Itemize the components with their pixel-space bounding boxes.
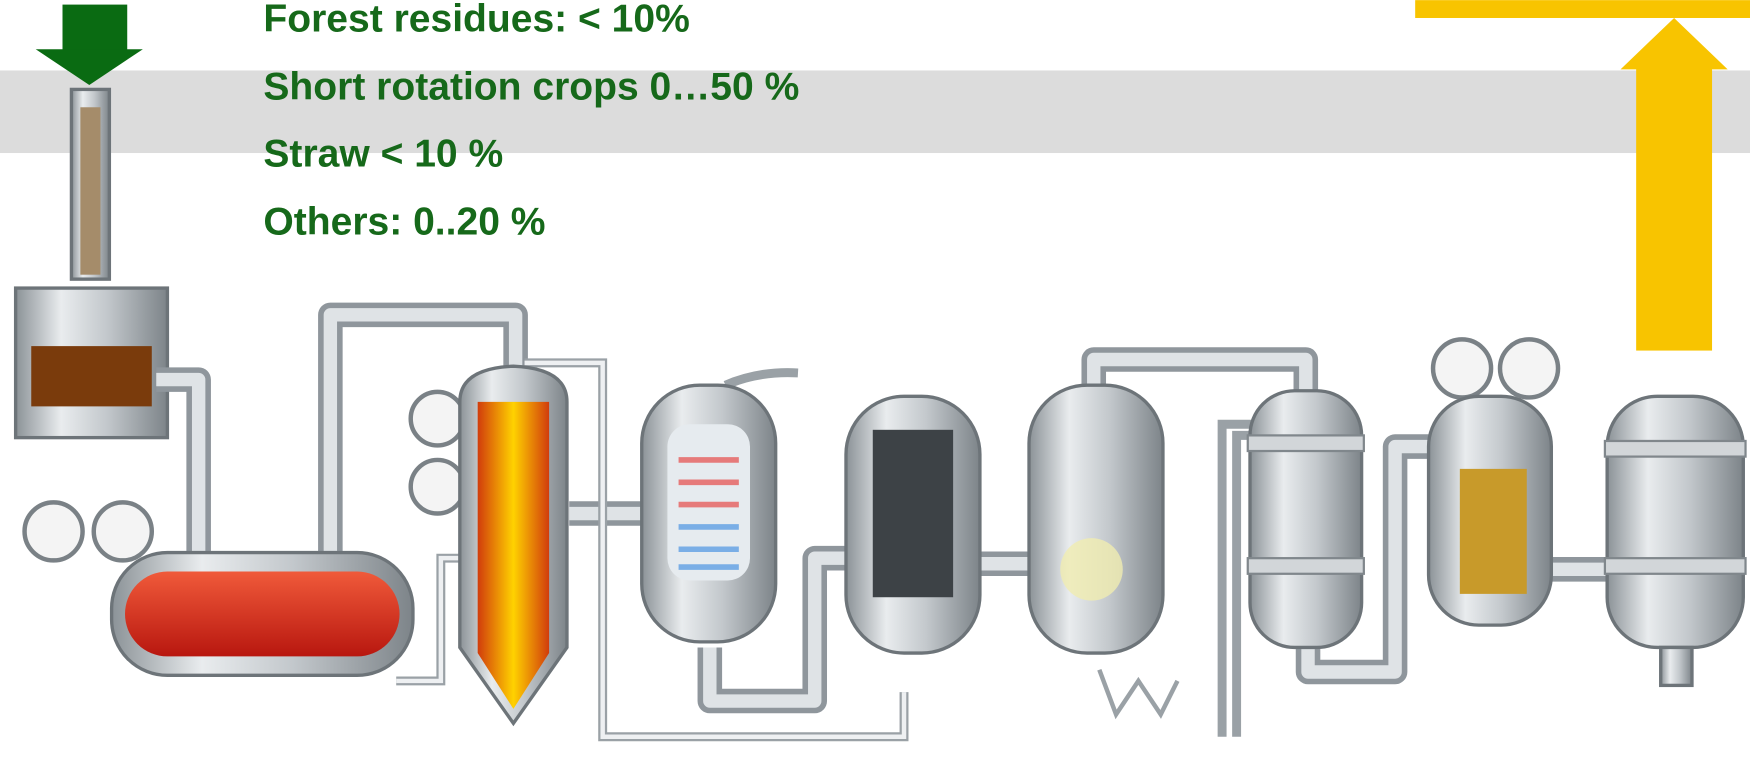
feeder [16, 89, 199, 558]
feedstock-line: Others: 0..20 % [263, 201, 545, 244]
feedstock-line: Short rotation crops 0…50 % [263, 65, 799, 108]
product-tank [1605, 396, 1746, 685]
filter [846, 396, 980, 653]
feedstock-line: Straw < 10 % [263, 132, 503, 175]
scrubber [1029, 385, 1177, 714]
catalyst-reactor [1429, 396, 1552, 625]
cooler [642, 385, 776, 642]
page: Forest residues: < 10% Short rotation cr… [0, 0, 1750, 767]
drum [112, 553, 413, 676]
gasifier [460, 366, 567, 723]
separator [1248, 391, 1364, 648]
output-arrow [1415, 0, 1750, 350]
feedstock-line: Forest residues: < 10% [263, 0, 689, 40]
process-diagram: Forest residues: < 10% Short rotation cr… [0, 0, 1750, 767]
